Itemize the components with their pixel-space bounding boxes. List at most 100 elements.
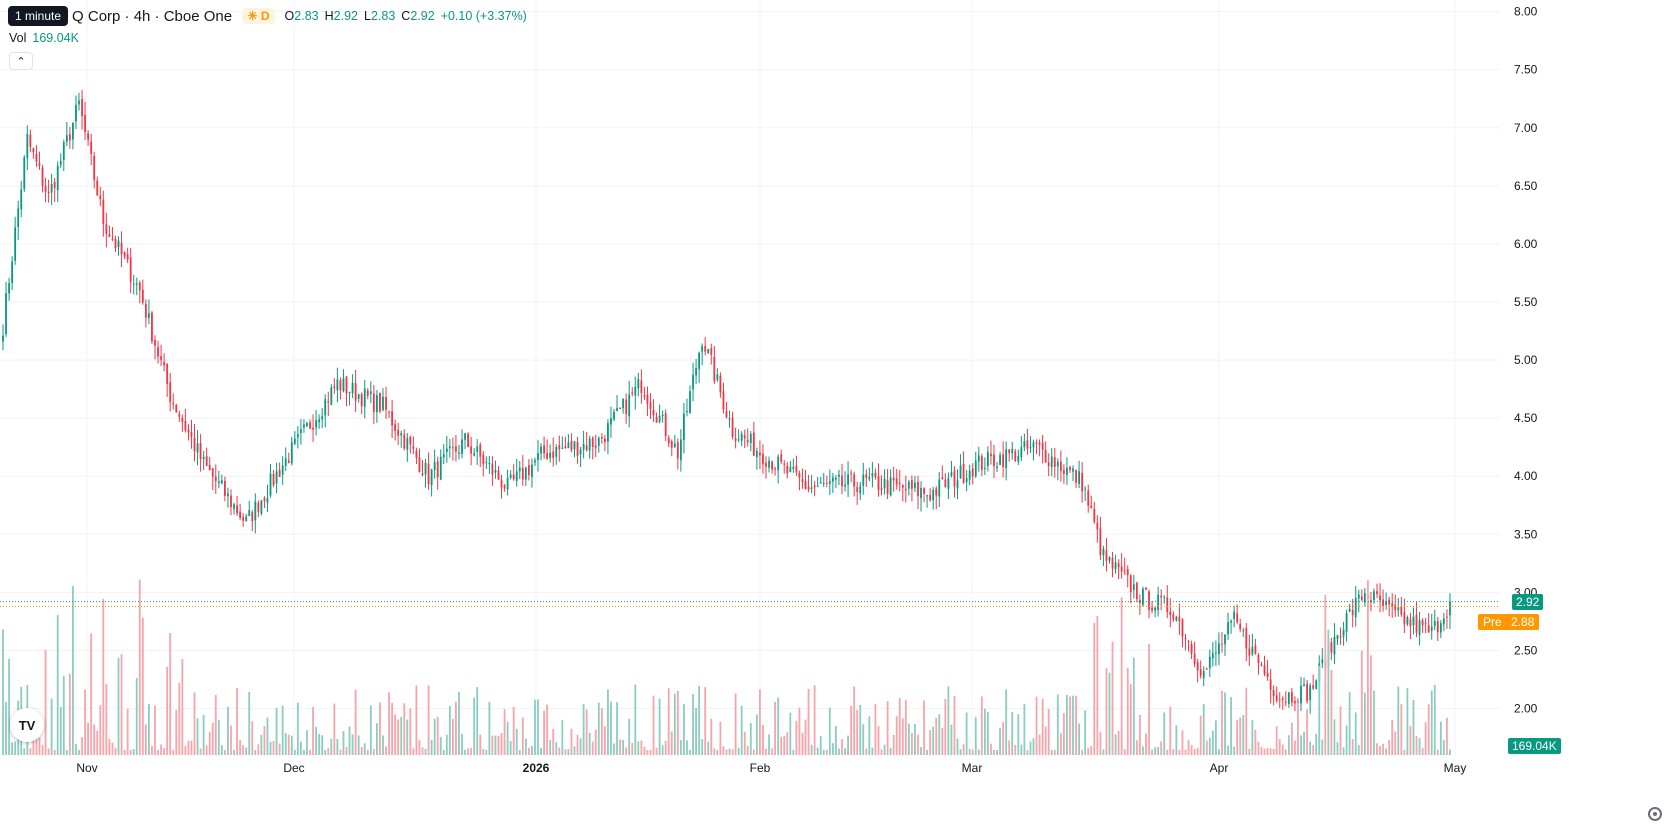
candle-body: [725, 410, 728, 418]
volume-bar: [44, 649, 47, 755]
candle-body: [786, 465, 789, 474]
volume-bar: [32, 730, 35, 755]
volume-bar: [1266, 747, 1269, 755]
candle-body: [1166, 597, 1169, 613]
volume-bar: [248, 691, 251, 755]
candle-body: [1066, 467, 1068, 475]
candle-body: [841, 475, 843, 486]
candle-body: [1059, 461, 1062, 471]
volume-bar: [151, 745, 153, 755]
candle-body: [710, 348, 713, 355]
y-tick-label: 3.50: [1514, 527, 1538, 541]
candle-body: [546, 453, 549, 459]
volume-bar: [1208, 737, 1211, 755]
candle-body: [1354, 597, 1357, 618]
volume-bar: [591, 741, 594, 755]
volume-bar: [1218, 749, 1220, 755]
volume-bar: [1363, 692, 1366, 755]
candle-body: [719, 375, 722, 393]
volume-bar: [895, 716, 898, 755]
collapse-legend-button[interactable]: ⌃: [9, 52, 33, 70]
volume-bar: [765, 748, 767, 755]
volume-bar: [1096, 616, 1099, 755]
volume-bar: [1087, 748, 1090, 755]
candle-body: [594, 445, 597, 448]
candle-body: [172, 402, 175, 404]
candle-body: [555, 447, 558, 457]
volume-bar: [75, 743, 77, 755]
volume-bar: [193, 692, 196, 755]
candle-body: [1221, 643, 1223, 645]
settings-icon[interactable]: [1648, 807, 1662, 821]
volume-bar: [257, 744, 260, 755]
candle-body: [157, 347, 159, 357]
volume-bar: [433, 718, 436, 755]
market-status-badge[interactable]: ☀ D: [242, 8, 275, 24]
volume-bar: [646, 749, 649, 755]
candle-body: [68, 134, 71, 141]
candle-body: [415, 450, 418, 458]
volume-bar: [1059, 733, 1062, 755]
volume-bar: [62, 676, 65, 755]
candle-body: [752, 432, 755, 456]
volume-bar: [859, 704, 862, 755]
volume-bar: [38, 737, 41, 755]
y-tick-label: 7.00: [1514, 121, 1538, 135]
candle-body: [661, 414, 664, 417]
volume-bar: [290, 735, 293, 755]
volume-bar: [819, 736, 822, 755]
volume-bar: [871, 747, 874, 755]
volume-bar: [1300, 735, 1302, 755]
candle-body: [1415, 614, 1418, 633]
candle-body: [1303, 684, 1305, 687]
volume-bar: [266, 717, 269, 755]
volume-bar: [1199, 715, 1202, 755]
volume-bar: [719, 721, 722, 755]
tradingview-logo-icon[interactable]: TV: [10, 708, 44, 742]
candle-body: [801, 478, 804, 482]
candle-body: [1239, 623, 1242, 630]
volume-bar: [713, 748, 716, 755]
candle-body: [941, 477, 944, 480]
candle-body: [1123, 570, 1126, 572]
candle-body: [102, 199, 105, 225]
volume-bar: [497, 735, 500, 755]
volume-bar: [1184, 749, 1187, 755]
volume-bar: [892, 734, 895, 755]
candle-body: [932, 489, 935, 501]
candle-body: [686, 411, 688, 413]
volume-bar: [160, 744, 162, 755]
candle-body: [1287, 692, 1290, 704]
candle-body: [886, 480, 889, 494]
volume-bar: [1409, 725, 1412, 755]
volume-bar: [768, 734, 770, 755]
volume-bar: [430, 740, 433, 755]
volume-bar: [755, 714, 758, 755]
symbol-title[interactable]: Q Corp · 4h · Cboe One: [72, 7, 233, 25]
candle-body: [1409, 619, 1412, 627]
volume-bar: [68, 673, 71, 755]
candle-body: [1032, 442, 1035, 448]
volume-bar: [1272, 749, 1275, 755]
volume-bar: [1306, 709, 1308, 755]
volume-bar: [1239, 717, 1242, 755]
candle-body: [81, 98, 83, 117]
volume-bar: [1120, 597, 1123, 755]
candle-body: [531, 464, 533, 477]
candle-body: [1230, 620, 1233, 623]
candle-body: [573, 441, 576, 450]
candle-body: [175, 404, 178, 413]
candle-body: [1236, 613, 1239, 623]
candle-body: [1102, 548, 1105, 556]
candle-body: [1005, 449, 1008, 469]
candle-body: [704, 346, 707, 352]
volume-bar: [1397, 686, 1400, 755]
candle-body: [1363, 593, 1366, 603]
volume-bar: [354, 689, 357, 755]
candle-body: [828, 481, 831, 484]
candle-body: [482, 454, 485, 465]
volume-bar: [369, 705, 372, 755]
candle-body: [990, 453, 992, 457]
volume-bar: [518, 749, 521, 755]
